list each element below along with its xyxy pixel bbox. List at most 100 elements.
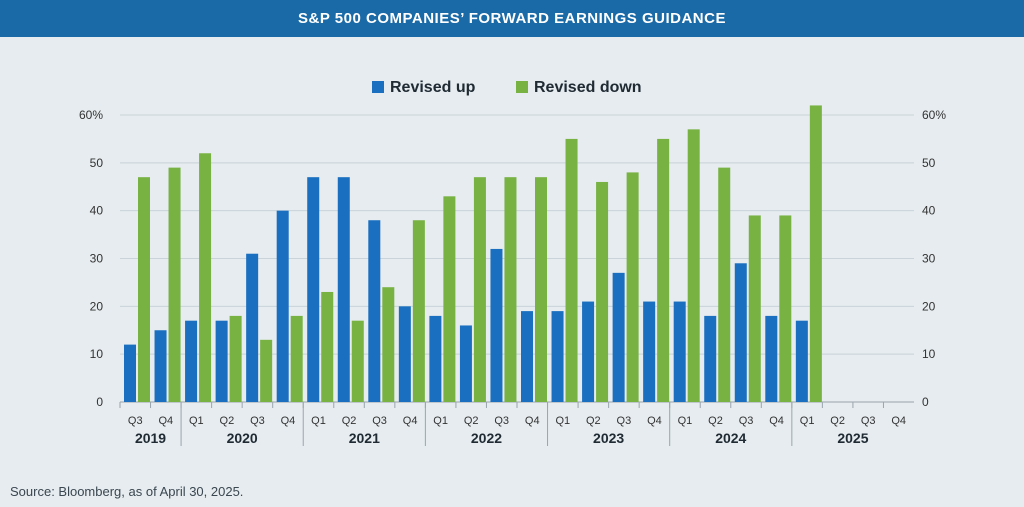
bar-revised-down bbox=[138, 177, 150, 402]
x-tick-label: Q2 bbox=[220, 415, 235, 427]
y-tick-label-left: 30 bbox=[90, 252, 104, 266]
y-tick-label-right: 10 bbox=[922, 347, 936, 361]
x-tick-label: Q4 bbox=[525, 415, 540, 427]
bar-revised-down bbox=[290, 315, 303, 402]
bar-revised-up bbox=[337, 177, 350, 402]
bar-revised-down bbox=[779, 215, 792, 402]
x-tick-label: Q2 bbox=[830, 415, 845, 427]
bar-revised-up bbox=[612, 272, 625, 402]
bar-revised-down bbox=[687, 129, 700, 402]
year-label: 2020 bbox=[227, 430, 258, 446]
x-tick-label: Q1 bbox=[800, 415, 815, 427]
bar-revised-up bbox=[521, 311, 533, 402]
bar-revised-up bbox=[368, 220, 381, 402]
x-tick-label: Q1 bbox=[189, 415, 204, 427]
y-tick-label-left: 60% bbox=[79, 108, 103, 122]
bar-revised-up bbox=[734, 263, 747, 402]
bar-revised-up bbox=[795, 320, 808, 402]
x-tick-label: Q1 bbox=[555, 415, 570, 427]
x-tick-label: Q3 bbox=[128, 415, 143, 427]
bar-revised-down bbox=[657, 138, 670, 402]
y-tick-label-left: 50 bbox=[90, 156, 104, 170]
bar-revised-down bbox=[535, 177, 547, 402]
bar-revised-up bbox=[582, 301, 595, 402]
x-tick-label: Q4 bbox=[769, 415, 784, 427]
bar-revised-down bbox=[168, 167, 181, 402]
bar-revised-up bbox=[490, 248, 503, 402]
x-tick-label: Q2 bbox=[342, 415, 357, 427]
x-tick-label: Q4 bbox=[281, 415, 296, 427]
bar-revised-up bbox=[154, 330, 167, 402]
bar-revised-down bbox=[504, 177, 517, 402]
source-note: Source: Bloomberg, as of April 30, 2025. bbox=[10, 484, 244, 499]
bar-revised-up bbox=[215, 320, 228, 402]
bar-revised-down bbox=[443, 196, 456, 402]
bar-revised-up bbox=[276, 210, 289, 402]
legend-label-up: Revised up bbox=[390, 79, 476, 96]
x-tick-label: Q3 bbox=[861, 415, 876, 427]
x-tick-label: Q1 bbox=[678, 415, 693, 427]
y-tick-label-right: 50 bbox=[922, 156, 936, 170]
bar-revised-down bbox=[565, 138, 578, 402]
x-tick-label: Q2 bbox=[464, 415, 479, 427]
legend: Revised up Revised down bbox=[0, 76, 1024, 100]
y-tick-label-right: 60% bbox=[922, 108, 946, 122]
x-tick-label: Q4 bbox=[158, 415, 173, 427]
x-tick-label: Q2 bbox=[708, 415, 723, 427]
bar-revised-down bbox=[626, 172, 639, 402]
bar-revised-down bbox=[748, 215, 761, 402]
chart-title: S&P 500 COMPANIES’ FORWARD EARNINGS GUID… bbox=[298, 10, 726, 27]
y-tick-label-left: 20 bbox=[90, 299, 104, 313]
bar-revised-up bbox=[398, 306, 411, 402]
year-label: 2024 bbox=[715, 430, 746, 446]
bar-revised-down bbox=[718, 167, 731, 402]
x-tick-label: Q4 bbox=[647, 415, 662, 427]
x-tick-label: Q4 bbox=[403, 415, 418, 427]
bar-revised-up bbox=[551, 311, 564, 402]
y-tick-label-right: 40 bbox=[922, 204, 936, 218]
bar-revised-up bbox=[765, 315, 778, 402]
x-tick-label: Q3 bbox=[372, 415, 387, 427]
y-tick-label-right: 0 bbox=[922, 395, 929, 409]
bar-revised-down bbox=[382, 287, 395, 402]
x-tick-label: Q3 bbox=[617, 415, 632, 427]
year-label: 2019 bbox=[135, 430, 166, 446]
bar-revised-down bbox=[199, 153, 212, 402]
x-tick-label: Q3 bbox=[494, 415, 509, 427]
x-tick-label: Q3 bbox=[739, 415, 754, 427]
y-tick-label-left: 10 bbox=[90, 347, 104, 361]
bar-revised-down bbox=[229, 315, 242, 402]
bar-revised-down bbox=[473, 177, 486, 402]
bar-revised-down bbox=[596, 181, 609, 402]
y-tick-label-left: 40 bbox=[90, 204, 104, 218]
x-tick-label: Q1 bbox=[433, 415, 448, 427]
y-tick-label-left: 0 bbox=[96, 395, 103, 409]
bar-revised-down bbox=[351, 320, 364, 402]
bar-revised-up bbox=[185, 320, 198, 402]
y-tick-label-right: 20 bbox=[922, 299, 936, 313]
bar-revised-down bbox=[412, 220, 425, 402]
year-label: 2022 bbox=[471, 430, 502, 446]
y-tick-label-right: 30 bbox=[922, 252, 936, 266]
bar-revised-up bbox=[307, 177, 320, 402]
x-tick-label: Q3 bbox=[250, 415, 265, 427]
bar-revised-down bbox=[260, 339, 273, 402]
year-label: 2025 bbox=[837, 430, 868, 446]
bar-revised-up bbox=[673, 301, 686, 402]
bar-revised-up bbox=[643, 301, 656, 402]
bar-revised-up bbox=[124, 344, 136, 402]
legend-label-down: Revised down bbox=[534, 79, 642, 96]
bar-revised-down bbox=[321, 291, 334, 402]
bar-revised-up bbox=[246, 253, 259, 402]
x-tick-label: Q2 bbox=[586, 415, 601, 427]
legend-swatch-up bbox=[372, 81, 384, 93]
bar-revised-up bbox=[429, 315, 442, 402]
x-tick-label: Q1 bbox=[311, 415, 326, 427]
title-bar: S&P 500 COMPANIES’ FORWARD EARNINGS GUID… bbox=[0, 0, 1024, 37]
bar-revised-up bbox=[459, 325, 472, 402]
bar-revised-up bbox=[704, 315, 717, 402]
year-label: 2023 bbox=[593, 430, 624, 446]
bar-revised-down bbox=[809, 105, 822, 402]
year-label: 2021 bbox=[349, 430, 380, 446]
